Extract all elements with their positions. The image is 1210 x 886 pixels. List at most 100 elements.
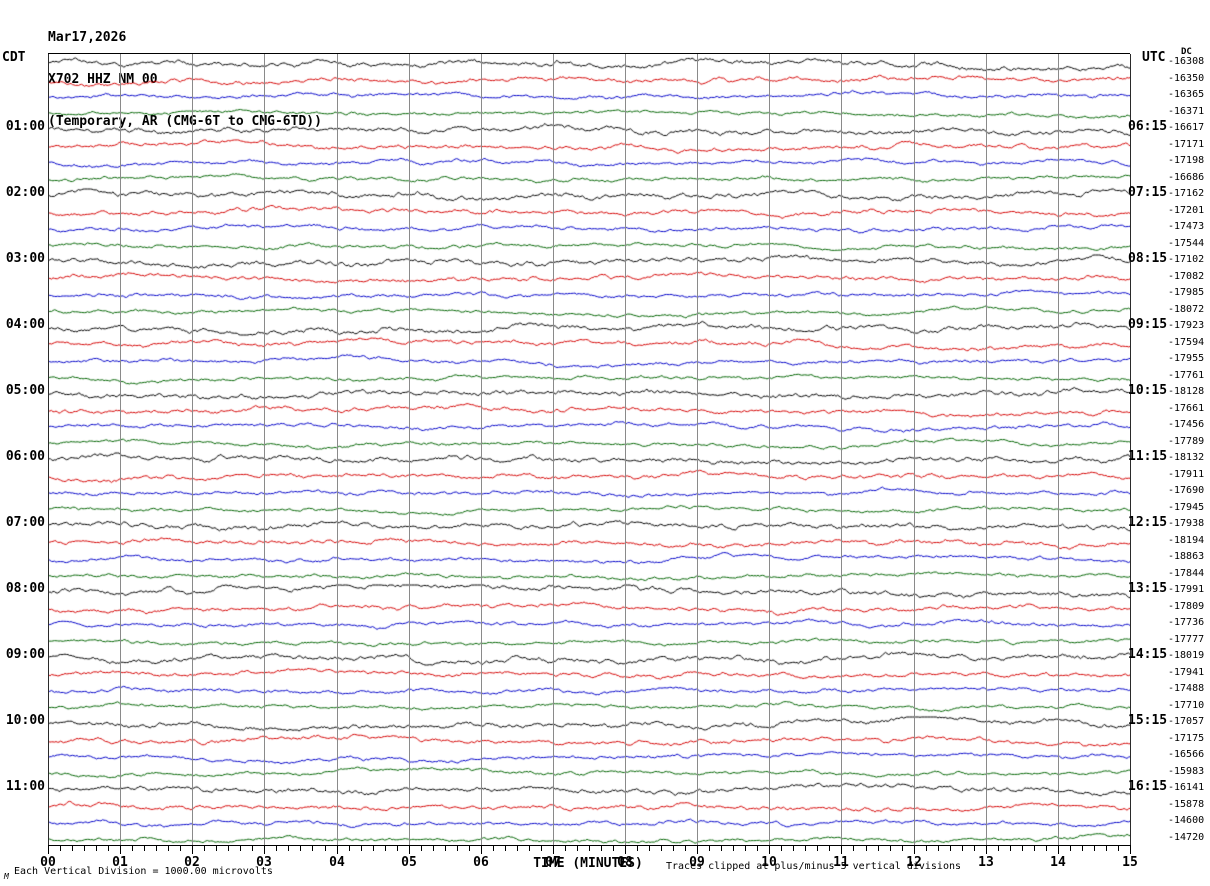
dc-offset-value: -18132 <box>1168 452 1205 463</box>
minor-tick <box>84 846 85 851</box>
utc-hour-label: 12:15 <box>1128 515 1168 530</box>
minor-tick <box>373 846 374 851</box>
major-tick <box>625 846 626 854</box>
dc-offset-value: -17991 <box>1168 584 1205 595</box>
cdt-hour-label: 05:00 <box>5 383 45 398</box>
minor-tick <box>577 846 578 851</box>
dc-offset-value: -17162 <box>1168 188 1205 199</box>
dc-offset-value: -17201 <box>1168 205 1205 216</box>
dc-offset-value: -17544 <box>1168 238 1205 249</box>
minor-tick <box>733 846 734 851</box>
minor-tick <box>505 846 506 851</box>
cdt-hour-label: 09:00 <box>5 647 45 662</box>
dc-offset-value: -16308 <box>1168 56 1205 67</box>
minor-tick <box>1118 846 1119 851</box>
minor-tick <box>974 846 975 851</box>
minor-tick <box>529 846 530 851</box>
minute-tick-label: 01 <box>112 855 128 870</box>
dc-offset-value: -18863 <box>1168 551 1205 562</box>
minor-tick <box>938 846 939 851</box>
minor-tick <box>1022 846 1023 851</box>
minor-tick <box>108 846 109 851</box>
minute-gridline <box>697 54 698 846</box>
minor-tick <box>805 846 806 851</box>
minute-gridline <box>1130 54 1131 846</box>
minute-tick-label: 13 <box>978 855 994 870</box>
dc-offset-value: -18019 <box>1168 650 1205 661</box>
dc-offset-value: -17941 <box>1168 667 1205 678</box>
minor-tick <box>1010 846 1011 851</box>
dc-offset-value: -18072 <box>1168 304 1205 315</box>
major-tick <box>409 846 410 854</box>
minor-tick <box>890 846 891 851</box>
minor-tick <box>565 846 566 851</box>
dc-offset-value: -17955 <box>1168 353 1205 364</box>
utc-hour-label: 11:15 <box>1128 449 1168 464</box>
minor-tick <box>998 846 999 851</box>
dc-offset-value: -17473 <box>1168 221 1205 232</box>
minor-tick <box>637 846 638 851</box>
cdt-hour-label: 07:00 <box>5 515 45 530</box>
minor-tick <box>517 846 518 851</box>
dc-offset-value: -15983 <box>1168 766 1205 777</box>
utc-hour-label: 15:15 <box>1128 713 1168 728</box>
minute-tick-label: 04 <box>329 855 345 870</box>
major-tick <box>264 846 265 854</box>
dc-offset-value: -16371 <box>1168 106 1205 117</box>
right-timezone-label: UTC <box>1142 50 1166 65</box>
minor-tick <box>216 846 217 851</box>
dc-offset-value: -14600 <box>1168 815 1205 826</box>
minute-tick-label: 06 <box>473 855 489 870</box>
minor-tick <box>902 846 903 851</box>
header-date: Mar17,2026 <box>48 30 127 45</box>
minor-tick <box>445 846 446 851</box>
minute-tick-label: 14 <box>1050 855 1066 870</box>
cdt-hour-label: 10:00 <box>5 713 45 728</box>
minor-tick <box>361 846 362 851</box>
dc-offset-value: -17661 <box>1168 403 1205 414</box>
utc-hour-label: 16:15 <box>1128 779 1168 794</box>
minute-gridline <box>48 54 49 846</box>
minor-tick <box>757 846 758 851</box>
minor-tick <box>132 846 133 851</box>
minor-tick <box>276 846 277 851</box>
minute-gridline <box>625 54 626 846</box>
minor-tick <box>601 846 602 851</box>
major-tick <box>553 846 554 854</box>
minor-tick <box>240 846 241 851</box>
cdt-hour-label: 08:00 <box>5 581 45 596</box>
minor-tick <box>589 846 590 851</box>
major-tick <box>481 846 482 854</box>
minor-tick <box>793 846 794 851</box>
minor-tick <box>433 846 434 851</box>
dc-offset-value: -17171 <box>1168 139 1205 150</box>
minor-tick <box>878 846 879 851</box>
minor-tick <box>72 846 73 851</box>
minor-tick <box>1070 846 1071 851</box>
minute-gridline <box>841 54 842 846</box>
minor-tick <box>817 846 818 851</box>
minor-tick <box>962 846 963 851</box>
minor-tick <box>60 846 61 851</box>
dc-offset-value: -16350 <box>1168 73 1205 84</box>
minor-tick <box>649 846 650 851</box>
minor-tick <box>469 846 470 851</box>
dc-offset-value: -14720 <box>1168 832 1205 843</box>
minor-tick <box>252 846 253 851</box>
minor-tick <box>1034 846 1035 851</box>
time-axis-title: TIME (MINUTES) <box>533 856 643 871</box>
cdt-hour-label: 11:00 <box>5 779 45 794</box>
minor-tick <box>325 846 326 851</box>
minor-tick <box>661 846 662 851</box>
minor-tick <box>312 846 313 851</box>
minute-tick-label: 15 <box>1122 855 1138 870</box>
minor-tick <box>1082 846 1083 851</box>
dc-offset-value: -17488 <box>1168 683 1205 694</box>
minute-gridline <box>192 54 193 846</box>
minute-gridline <box>120 54 121 846</box>
minute-tick-label: 00 <box>40 855 56 870</box>
dc-offset-value: -17923 <box>1168 320 1205 331</box>
minute-tick-label: 12 <box>906 855 922 870</box>
minute-gridline <box>264 54 265 846</box>
minor-tick <box>709 846 710 851</box>
